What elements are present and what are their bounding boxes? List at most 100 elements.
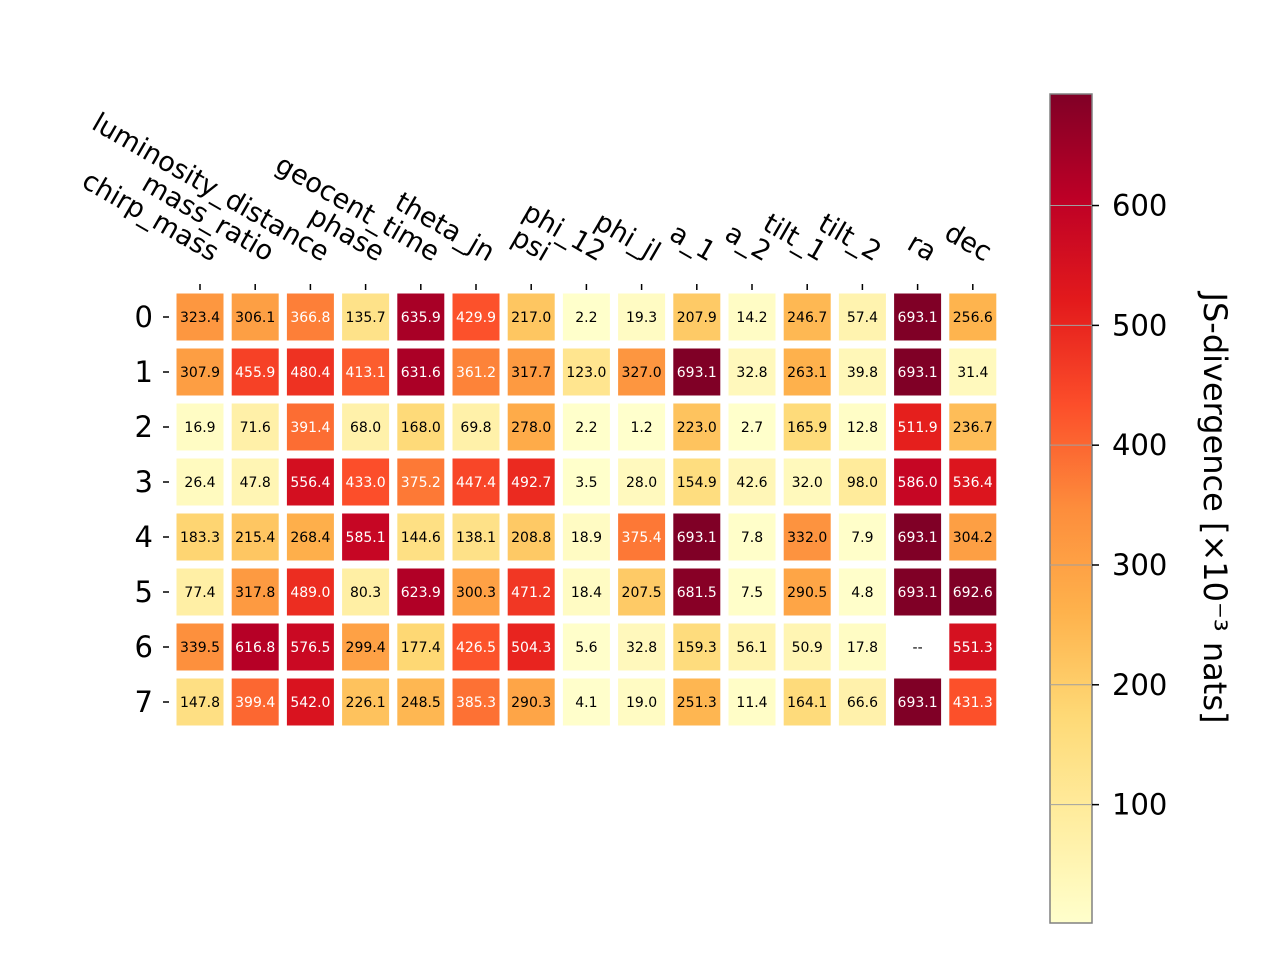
cell-value-label: 215.4 <box>235 530 275 546</box>
heatmap-cell <box>838 293 886 341</box>
cell-value-label: 144.6 <box>401 530 441 546</box>
cell-value-label: 426.5 <box>456 640 496 656</box>
heatmap-cell <box>728 458 776 506</box>
heatmap-cells: 323.4 306.1 366.8 135.7 635.9 429.9 217.0 2.2 19… <box>176 293 997 726</box>
heatmap-cell <box>286 513 334 561</box>
heatmap-cell <box>507 293 555 341</box>
cell-value-label: 2.2 <box>575 420 597 436</box>
heatmap-cell <box>728 293 776 341</box>
cell-value-label: 492.7 <box>511 475 551 491</box>
cell-value-label: 631.6 <box>401 365 441 381</box>
heatmap-cell <box>397 678 445 726</box>
cell-value-label: 693.1 <box>898 365 938 381</box>
cell-value-label: 693.1 <box>898 310 938 326</box>
heatmap-cell <box>231 348 279 396</box>
heatmap-cell <box>562 293 610 341</box>
cell-value-label: 576.5 <box>290 640 330 656</box>
heatmap-cell <box>397 293 445 341</box>
cell-value-label: 69.8 <box>460 420 491 436</box>
cell-value-label: 536.4 <box>953 475 993 491</box>
cell-value-label: 164.1 <box>787 695 827 711</box>
cell-value-label: 693.1 <box>677 530 717 546</box>
heatmap-cell <box>286 678 334 726</box>
cell-value-label: 32.0 <box>792 475 823 491</box>
heatmap-cell <box>894 513 942 561</box>
cell-value-label: 693.1 <box>677 365 717 381</box>
cell-value-label: 391.4 <box>290 420 330 436</box>
heatmap-cell <box>783 678 831 726</box>
cell-value-label: 693.1 <box>898 585 938 601</box>
heatmap-cell <box>397 513 445 561</box>
column-label: phi_jl <box>589 206 665 268</box>
cell-value-label: 12.8 <box>847 420 878 436</box>
heatmap-cell <box>728 568 776 616</box>
cell-value-label: 19.0 <box>626 695 657 711</box>
cell-value-label: 31.4 <box>957 365 988 381</box>
cell-value-label: 2.7 <box>741 420 763 436</box>
heatmap-cell <box>342 348 390 396</box>
cell-value-label: 7.8 <box>741 530 763 546</box>
heatmap-cell <box>286 458 334 506</box>
cell-value-label: 300.3 <box>456 585 496 601</box>
cell-value-label: 304.2 <box>953 530 993 546</box>
column-label: tilt_2 <box>813 208 886 268</box>
cell-value-label: 98.0 <box>847 475 878 491</box>
cell-value-label: 56.1 <box>736 640 767 656</box>
heatmap-cell <box>728 623 776 671</box>
heatmap-cell <box>949 678 997 726</box>
heatmap-cell <box>507 458 555 506</box>
heatmap-cell <box>673 568 721 616</box>
cell-value-label: 692.6 <box>953 585 993 601</box>
cell-value-label: 7.5 <box>741 585 763 601</box>
cell-value-label: 177.4 <box>401 640 441 656</box>
cell-value-label: 431.3 <box>953 695 993 711</box>
row-label: 4 <box>135 520 153 554</box>
cell-value-label: 263.1 <box>787 365 827 381</box>
cell-value-label: 551.3 <box>953 640 993 656</box>
heatmap-cell <box>507 348 555 396</box>
heatmap-cell <box>618 568 666 616</box>
cell-value-label: 317.7 <box>511 365 551 381</box>
colorbar-label: JS-divergence [×10⁻³ nats] <box>1196 291 1234 724</box>
heatmap-cell <box>894 403 942 451</box>
cell-value-label: 323.4 <box>180 310 220 326</box>
cell-value-label: 542.0 <box>290 695 330 711</box>
heatmap-cell <box>783 458 831 506</box>
heatmap-cell <box>894 458 942 506</box>
cell-value-label: 154.9 <box>677 475 717 491</box>
cell-value-label: 361.2 <box>456 365 496 381</box>
cell-value-label: 413.1 <box>346 365 386 381</box>
cell-value-label: 504.3 <box>511 640 551 656</box>
heatmap-cell <box>673 458 721 506</box>
cell-value-label: 71.6 <box>240 420 271 436</box>
row-labels: 0 1 2 3 4 5 6 7 <box>135 300 169 719</box>
heatmap-cell <box>673 403 721 451</box>
heatmap-cell <box>176 403 224 451</box>
heatmap-cell <box>838 568 886 616</box>
heatmap-cell <box>231 678 279 726</box>
heatmap-cell <box>949 403 997 451</box>
cell-value-label: 623.9 <box>401 585 441 601</box>
cell-value-label: 16.9 <box>184 420 215 436</box>
cell-value-label: 207.9 <box>677 310 717 326</box>
cell-value-label: 332.0 <box>787 530 827 546</box>
heatmap-cell <box>949 348 997 396</box>
column-label: dec <box>939 217 997 268</box>
heatmap-cell <box>949 293 997 341</box>
heatmap-cell <box>838 678 886 726</box>
heatmap-cell <box>728 513 776 561</box>
heatmap-cell <box>673 513 721 561</box>
heatmap-cell <box>176 348 224 396</box>
heatmap-cell <box>562 623 610 671</box>
heatmap-cell <box>562 458 610 506</box>
cell-value-label: 50.9 <box>792 640 823 656</box>
cell-value-label: 278.0 <box>511 420 551 436</box>
heatmap-cell <box>562 348 610 396</box>
heatmap-cell <box>949 513 997 561</box>
cell-value-label: 159.3 <box>677 640 717 656</box>
heatmap-cell <box>949 458 997 506</box>
heatmap-cell <box>894 348 942 396</box>
cell-value-label: 47.8 <box>240 475 271 491</box>
colorbar-tick-label: 500 <box>1112 308 1167 342</box>
